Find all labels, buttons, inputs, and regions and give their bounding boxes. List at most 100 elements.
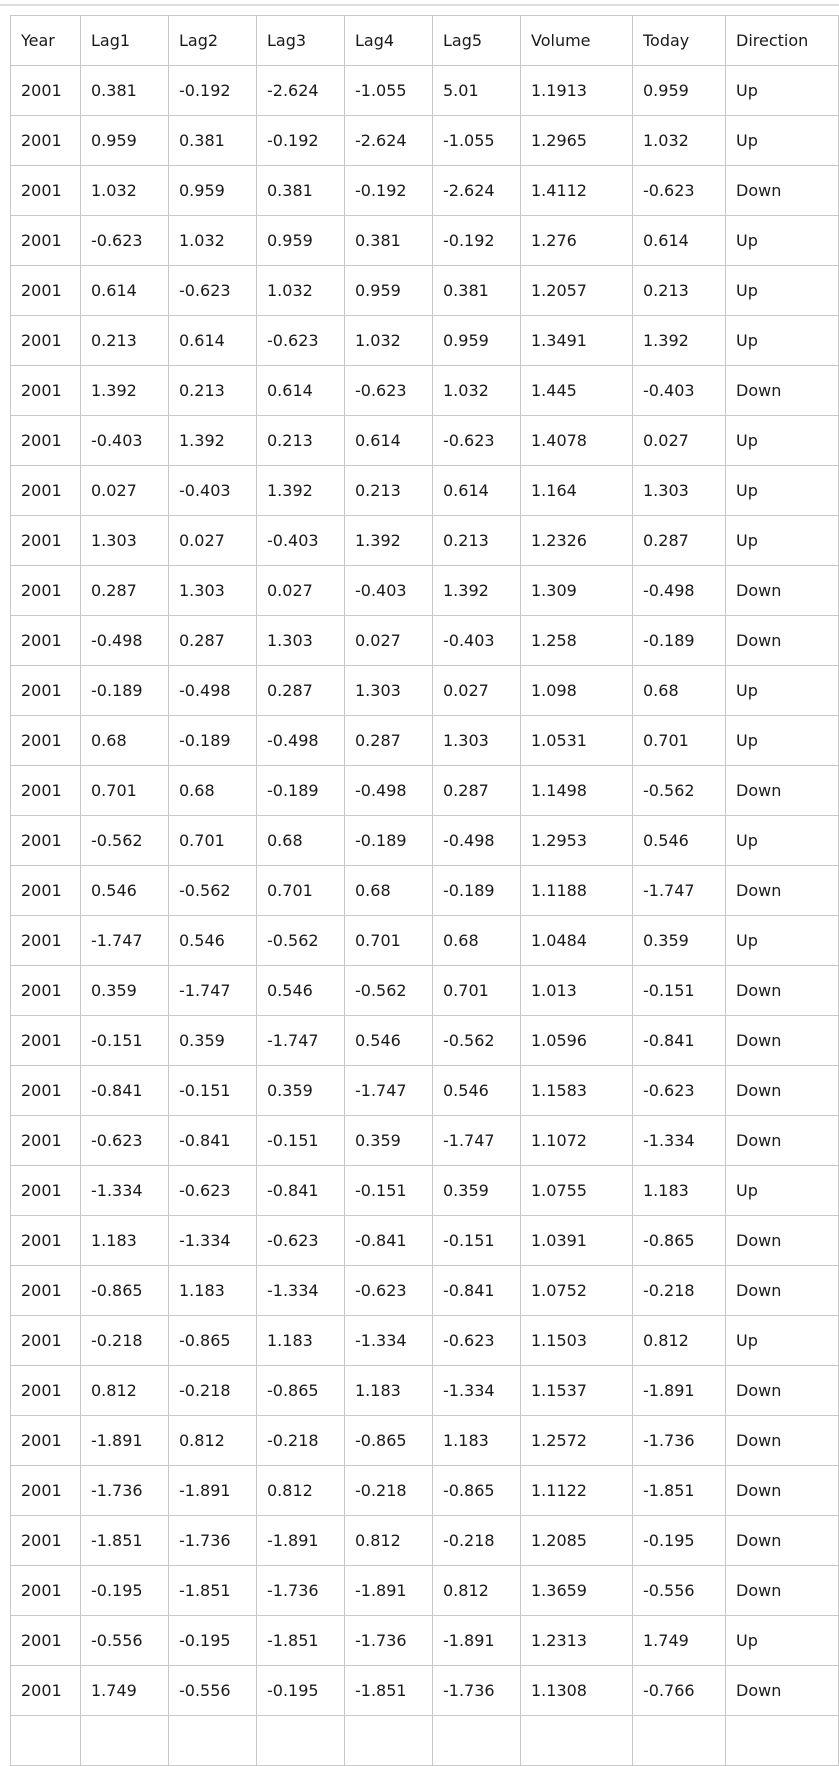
cell-lag5-empty: [432, 1715, 521, 1766]
cell-volume: 1.1913: [520, 65, 633, 116]
cell-year: 2001: [10, 1015, 81, 1066]
cell-lag1: 1.183: [80, 1215, 169, 1266]
cell-direction: Down: [725, 1115, 839, 1166]
cell-lag1: -1.851: [80, 1515, 169, 1566]
cell-lag5: -0.498: [432, 815, 521, 866]
cell-lag4: 0.213: [344, 465, 433, 516]
cell-volume: 1.445: [520, 365, 633, 416]
cell-direction: Down: [725, 1015, 839, 1066]
cell-lag3: -0.195: [256, 1665, 345, 1716]
table-row: 2001 1.183 -1.334 -0.623 -0.841 -0.151 1.0391-…: [10, 1215, 839, 1266]
cell-lag3: 0.701: [256, 865, 345, 916]
cell-today: 0.812: [632, 1315, 726, 1366]
cell-lag3: -0.192: [256, 115, 345, 166]
cell-lag3-empty: [256, 1715, 345, 1766]
cell-lag2: -0.195: [168, 1615, 257, 1666]
cell-lag5: -0.189: [432, 865, 521, 916]
cell-lag2: 0.546: [168, 915, 257, 966]
cell-today: -1.334: [632, 1115, 726, 1166]
cell-today: -0.498: [632, 565, 726, 616]
cell-lag3: 0.287: [256, 665, 345, 716]
cell-lag5: -1.747: [432, 1115, 521, 1166]
table-row: 2001 -1.736 -1.891 0.812 -0.218 -0.865 1.1122-…: [10, 1465, 839, 1516]
cell-lag4: 0.812: [344, 1515, 433, 1566]
cell-lag5: 0.812: [432, 1565, 521, 1616]
top-divider: [0, 4, 839, 6]
cell-direction: Down: [725, 1265, 839, 1316]
cell-volume: 1.3659: [520, 1565, 633, 1616]
cell-lag4: -0.498: [344, 765, 433, 816]
cell-lag4: -1.851: [344, 1665, 433, 1716]
cell-lag5: 0.959: [432, 315, 521, 366]
table-row: 2001 0.68 -0.189 -0.498 0.287 1.303 1.0531 0.70…: [10, 715, 839, 766]
cell-volume: 1.1583: [520, 1065, 633, 1116]
cell-lag4: -0.865: [344, 1415, 433, 1466]
cell-lag2: 1.303: [168, 565, 257, 616]
cell-lag1: -0.841: [80, 1065, 169, 1116]
cell-lag2: -0.151: [168, 1065, 257, 1116]
cell-lag1: 0.546: [80, 865, 169, 916]
table-row: 2001 1.032 0.959 0.381 -0.192 -2.624 1.4112 -0.…: [10, 165, 839, 216]
cell-lag2: -1.736: [168, 1515, 257, 1566]
cell-direction: Up: [725, 665, 839, 716]
cell-volume: 1.013: [520, 965, 633, 1016]
cell-lag2: -0.556: [168, 1665, 257, 1716]
cell-lag2: 0.701: [168, 815, 257, 866]
cell-today: 0.359: [632, 915, 726, 966]
cell-lag1: -0.865: [80, 1265, 169, 1316]
cell-direction: Down: [725, 1565, 839, 1616]
cell-direction: Up: [725, 1315, 839, 1366]
cell-lag5: -1.891: [432, 1615, 521, 1666]
cell-lag2: -1.334: [168, 1215, 257, 1266]
cell-direction: Down: [725, 1465, 839, 1516]
cell-year: 2001: [10, 1665, 81, 1716]
cell-direction: Down: [725, 1365, 839, 1416]
cell-direction: Up: [725, 915, 839, 966]
cell-volume: 1.0596: [520, 1015, 633, 1066]
table-row: 2001 -0.195 -1.851 -1.736 -1.891 0.812 1.3659-…: [10, 1565, 839, 1616]
cell-today: 0.614: [632, 215, 726, 266]
cell-direction: Up: [725, 515, 839, 566]
column-header-volume: Volume: [520, 15, 633, 66]
cell-lag4: -1.747: [344, 1065, 433, 1116]
cell-lag5: -0.151: [432, 1215, 521, 1266]
cell-lag4: 1.183: [344, 1365, 433, 1416]
cell-today: -1.747: [632, 865, 726, 916]
cell-lag5: -1.736: [432, 1665, 521, 1716]
table-row: 2001 0.359 -1.747 0.546 -0.562 0.701 1.013 -0.1…: [10, 965, 839, 1016]
cell-today: -0.195: [632, 1515, 726, 1566]
column-header-lag2: Lag2: [168, 15, 257, 66]
cell-lag2: 0.381: [168, 115, 257, 166]
cell-lag2: -0.841: [168, 1115, 257, 1166]
cell-year: 2001: [10, 615, 81, 666]
table-row: 2001 1.749 -0.556 -0.195 -1.851 -1.736 1.1308-…: [10, 1665, 839, 1716]
table-row: 2001 -1.747 0.546 -0.562 0.701 0.68 1.0484 0.35…: [10, 915, 839, 966]
cell-lag5: -1.334: [432, 1365, 521, 1416]
cell-lag4: -0.403: [344, 565, 433, 616]
cell-today: -0.766: [632, 1665, 726, 1716]
column-header-lag3: Lag3: [256, 15, 345, 66]
cell-lag1: -0.498: [80, 615, 169, 666]
table-row: 2001 -1.891 0.812 -0.218 -0.865 1.183 1.2572 -1…: [10, 1415, 839, 1466]
cell-today: 1.749: [632, 1615, 726, 1666]
cell-year: 2001: [10, 1215, 81, 1266]
table-row: 2001 0.959 0.381 -0.192 -2.624 -1.055 1.2965 1.…: [10, 115, 839, 166]
cell-direction-empty: [725, 1715, 839, 1766]
cell-today: 1.392: [632, 315, 726, 366]
cell-today: 0.027: [632, 415, 726, 466]
table-row: 2001 -0.403 1.392 0.213 0.614 -0.623 1.4078 0.0…: [10, 415, 839, 466]
cell-lag5: -1.055: [432, 115, 521, 166]
cell-lag1: -0.218: [80, 1315, 169, 1366]
cell-lag3: 1.183: [256, 1315, 345, 1366]
cell-lag2: -1.851: [168, 1565, 257, 1616]
cell-year: 2001: [10, 665, 81, 716]
cell-lag1: -1.736: [80, 1465, 169, 1516]
cell-lag3: 0.027: [256, 565, 345, 616]
cell-volume: 1.1537: [520, 1365, 633, 1416]
cell-today: -0.623: [632, 165, 726, 216]
cell-today: -0.556: [632, 1565, 726, 1616]
cell-lag2: -0.865: [168, 1315, 257, 1366]
cell-today: -0.562: [632, 765, 726, 816]
cell-volume: 1.309: [520, 565, 633, 616]
cell-lag2: 1.392: [168, 415, 257, 466]
